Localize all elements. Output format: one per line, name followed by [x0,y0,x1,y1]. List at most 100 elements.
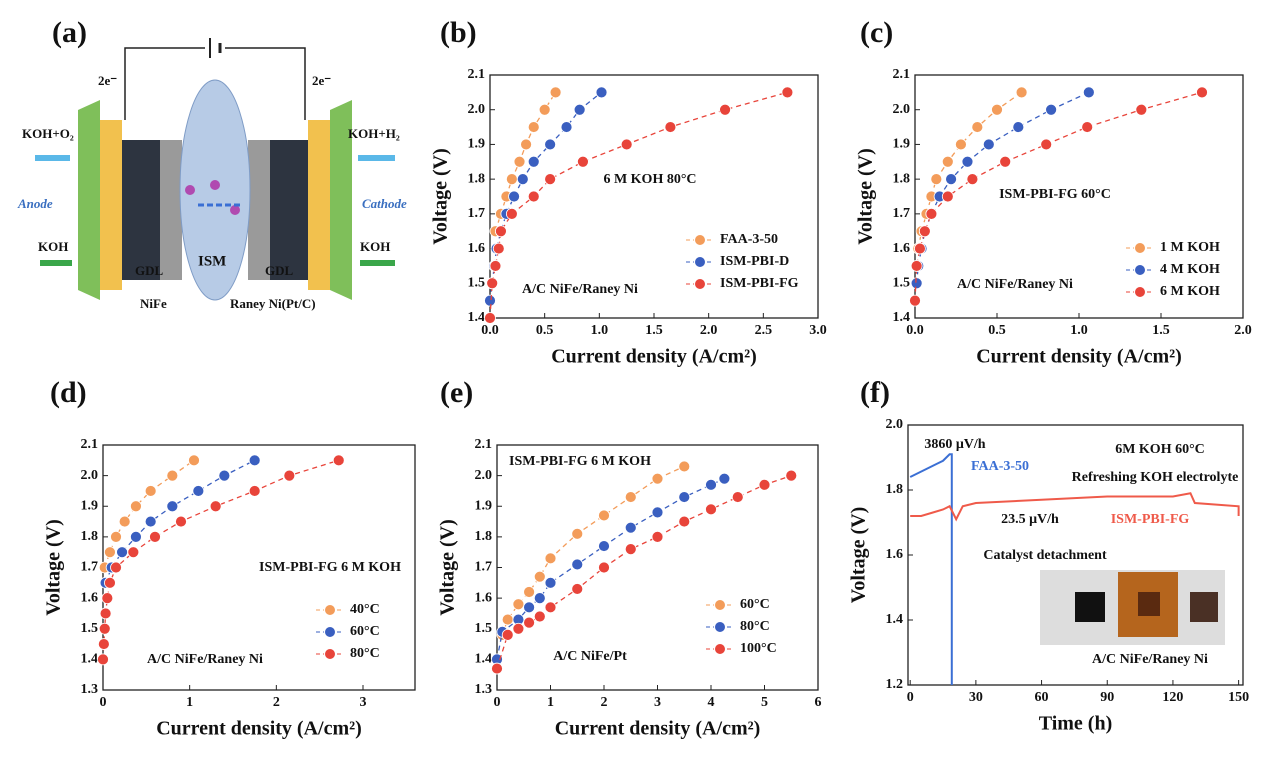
data-point [598,561,610,574]
data-point [925,207,938,220]
data-point [544,138,557,151]
data-point [523,616,535,629]
y-tick-label: 1.5 [893,276,911,291]
y-tick-label: 1.8 [81,529,99,544]
ion [230,205,240,215]
data-point [930,173,943,186]
data-point [1082,86,1095,99]
annotation: ISM-PBI-FG 6 M KOH [509,454,651,469]
diagram-text: GDL [135,263,164,278]
y-tick-label: 1.6 [468,241,486,256]
legend-label: ISM-PBI-D [720,254,789,269]
y-tick-label: 1.9 [468,137,486,152]
data-point [175,515,187,528]
data-point [501,628,514,641]
y-tick-label: 1.8 [893,171,911,186]
data-point [678,460,691,473]
photo-sample [1190,592,1218,622]
y-tick-label: 2.1 [468,67,486,82]
data-point [130,530,142,543]
catalyst [270,140,308,280]
y-tick-label: 1.7 [468,206,486,221]
legend-label: 80°C [740,619,770,634]
panel-label: (c) [860,16,893,49]
annotation: Catalyst detachment [983,548,1107,563]
data-point [941,155,954,168]
x-tick-label: 1 [186,695,193,710]
series-line [909,453,953,685]
data-point [781,86,794,99]
annotation: A/C NiFe/Raney Ni [522,282,638,297]
legend-label: 40°C [350,602,380,617]
data-point [961,155,974,168]
y-tick-label: 1.4 [468,310,486,325]
data-point [516,173,529,186]
data-point [523,586,535,598]
annotation: A/C NiFe/Raney Ni [147,652,263,667]
data-point [571,558,584,571]
x-tick-label: 4 [708,695,715,710]
data-point [598,540,610,552]
legend-marker [714,621,726,633]
data-point [533,610,546,623]
annotation: 6 M KOH 80°C [603,172,696,187]
data-point [571,527,584,540]
series-label: ISM-PBI-FG [1111,512,1190,527]
end-plate [330,100,352,300]
y-tick-label: 1.3 [81,682,99,697]
ion [185,185,195,195]
data-point [495,225,507,238]
annotation: A/C NiFe/Raney Ni [1092,652,1208,667]
x-tick-label: 5 [761,695,768,710]
diagram: (a) 2e⁻ 2e⁻ KOH+O₂ KOH+H₂ Anode Cathode … [17,16,407,311]
x-tick-label: 150 [1228,690,1249,705]
data-point [149,530,161,543]
data-point [651,506,664,519]
data-point [533,592,546,605]
legend-label: 1 M KOH [1160,240,1220,255]
data-point [166,469,179,482]
diagram-text: NiFe [140,296,167,311]
legend-label: 100°C [740,641,777,656]
data-point [332,454,345,467]
data-point [489,260,502,272]
data-point [97,638,110,650]
data-point [110,530,122,543]
x-tick-label: 2.0 [700,323,718,338]
legend-label: 80°C [350,646,380,661]
data-point [144,485,157,497]
data-point [624,521,637,534]
data-point [130,500,142,513]
data-point [283,469,296,482]
data-point [571,583,584,595]
data-point [910,260,923,272]
data-point [218,469,231,482]
data-point [491,662,503,675]
data-point [188,454,200,467]
y-tick-label: 1.4 [81,652,99,667]
data-point [508,190,520,203]
data-point [719,103,731,116]
data-point [248,454,261,467]
data-point [664,121,677,133]
diagram-text: 2e⁻ [312,73,331,88]
data-point [192,485,205,497]
data-point [945,173,957,186]
data-point [99,607,112,620]
y-axis-label: Voltage (V) [437,519,459,615]
x-tick-label: 0 [907,690,914,705]
data-point [955,138,967,151]
data-point [785,469,798,482]
x-tick-label: 2.5 [755,323,773,338]
data-point [505,207,518,220]
legend-marker [324,626,336,638]
y-tick-label: 2.0 [468,102,486,117]
data-point [624,491,637,503]
data-point [118,515,131,528]
x-tick-label: 120 [1162,690,1183,705]
panel-label: (b) [440,16,477,49]
panel-label: (d) [50,376,87,409]
y-tick-label: 1.9 [81,498,99,513]
catalyst [122,140,160,280]
